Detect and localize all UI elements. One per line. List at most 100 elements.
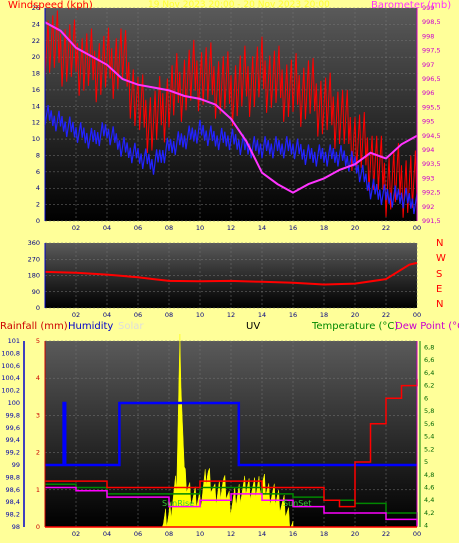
temperature-y-tick-label: 5,8	[424, 407, 434, 415]
rainfall-axis-title: Rainfall (mm)	[0, 321, 68, 332]
dewpoint-series-line	[45, 486, 418, 526]
x-tick-label: 08	[165, 224, 173, 232]
x-tick-label: 06	[134, 530, 142, 538]
x-tick-label: 04	[103, 311, 111, 319]
humidity-y-tick-label: 99,6	[6, 424, 20, 432]
x-tick-label: 14	[258, 311, 266, 319]
x-tick-label: 08	[165, 311, 173, 319]
temperature-y-tick-label: 6	[424, 394, 428, 402]
humidity-y-tick-label: 99,2	[6, 449, 20, 457]
compass-w: W	[436, 253, 446, 264]
wind-y-tick-label: 0	[36, 217, 40, 225]
x-tick-label: 02	[72, 311, 80, 319]
temperature-y-tick-label: 4,6	[424, 484, 434, 492]
solar-legend-label: Solar	[118, 321, 144, 332]
compass-n-bottom: N	[436, 299, 444, 310]
compass-s: S	[436, 269, 443, 280]
temperature-y-tick-label: 5	[424, 458, 428, 466]
wind-y-tick-label: 14	[32, 102, 40, 110]
chart-time-range-title: 19 Nov 2023 20:00 - 20 Nov 2023 20:00	[148, 0, 330, 10]
temperature-y-tick-label: 6,4	[424, 369, 434, 377]
x-tick-label: 00	[413, 530, 421, 538]
pressure-y-tick-label: 998,5	[422, 18, 441, 26]
dewpoint-axis-title: Dew Point (°C)	[395, 321, 459, 332]
direction-y-tick-label: 0	[36, 304, 40, 312]
pressure-y-tick-label: 994	[422, 146, 434, 154]
x-tick-label: 10	[196, 224, 204, 232]
rain-y-tick-label: 4	[36, 374, 40, 382]
humidity-y-tick-label: 98,2	[6, 511, 20, 519]
temperature-y-tick-label: 4,4	[424, 496, 434, 504]
x-tick-label: 20	[351, 530, 359, 538]
temperature-y-tick-label: 5,6	[424, 420, 434, 428]
x-tick-label: 00	[413, 311, 421, 319]
temperature-y-tick-label: 6,2	[424, 382, 434, 390]
humidity-y-tick-label: 99,4	[6, 436, 20, 444]
x-tick-label: 16	[289, 224, 297, 232]
sunrise-marker-label: SunRise	[162, 499, 195, 508]
humidity-y-tick-label: 99,8	[6, 411, 20, 419]
humidity-y-tick-label: 99	[12, 461, 20, 469]
pressure-y-tick-label: 992	[422, 203, 434, 211]
wind-y-tick-label: 18	[32, 70, 40, 78]
temperature-y-tick-label: 5,2	[424, 445, 434, 453]
x-tick-label: 22	[382, 530, 390, 538]
x-tick-label: 12	[227, 311, 235, 319]
x-tick-label: 22	[382, 224, 390, 232]
wind-y-tick-label: 2	[36, 201, 40, 209]
uv-legend-label: UV	[246, 321, 261, 332]
rain-y-tick-label: 1	[36, 486, 40, 494]
wind-y-tick-label: 8	[36, 151, 40, 159]
x-tick-label: 18	[320, 224, 328, 232]
pressure-y-tick-label: 999	[422, 4, 434, 12]
x-tick-label: 18	[320, 311, 328, 319]
x-tick-label: 02	[72, 530, 80, 538]
temperature-y-tick-label: 6,8	[424, 343, 434, 351]
temperature-series-line	[45, 379, 418, 508]
temperature-y-tick-label: 4	[424, 522, 428, 530]
humidity-series-line	[45, 401, 417, 467]
direction-y-tick-label: 180	[28, 272, 40, 280]
wind-y-tick-label: 10	[32, 135, 40, 143]
rain-y-tick-label: 5	[36, 337, 40, 345]
x-tick-label: 20	[351, 311, 359, 319]
humidity-y-tick-label: 100	[8, 399, 20, 407]
wind-direction-series-line	[44, 261, 418, 286]
pressure-y-tick-label: 995,5	[422, 103, 441, 111]
x-tick-label: 12	[227, 530, 235, 538]
x-tick-label: 06	[134, 224, 142, 232]
barometer-series-line	[44, 21, 418, 194]
wind-y-tick-label: 26	[32, 4, 40, 12]
humidity-y-tick-label: 98	[12, 523, 20, 531]
x-tick-label: 14	[258, 224, 266, 232]
wind-y-tick-label: 16	[32, 86, 40, 94]
x-tick-label: 10	[196, 311, 204, 319]
temperature-y-tick-label: 4,8	[424, 471, 434, 479]
pressure-y-tick-label: 991,5	[422, 217, 441, 225]
x-tick-label: 12	[227, 224, 235, 232]
wind-y-tick-label: 24	[32, 20, 40, 28]
rain-y-tick-label: 2	[36, 449, 40, 457]
solar-series-area	[161, 333, 294, 528]
pressure-y-tick-label: 993,5	[422, 160, 441, 168]
x-tick-label: 04	[103, 224, 111, 232]
direction-y-tick-label: 360	[28, 239, 40, 247]
wind-y-tick-label: 6	[36, 168, 40, 176]
wind-y-tick-label: 12	[32, 119, 40, 127]
wind-gust-series-line	[44, 10, 418, 218]
humidity-legend-label: Humidity	[68, 321, 114, 332]
sunset-marker-label: SunSet	[283, 499, 312, 508]
x-tick-label: 16	[289, 530, 297, 538]
temperature-axis-title: Temperature (°C)	[312, 321, 399, 332]
x-tick-label: 08	[165, 530, 173, 538]
pressure-y-tick-label: 994,5	[422, 132, 441, 140]
x-tick-label: 02	[72, 224, 80, 232]
wind-y-tick-label: 20	[32, 53, 40, 61]
x-tick-label: 18	[320, 530, 328, 538]
windspeed-axis-title: Windspeed (kph)	[8, 0, 93, 11]
humidity-y-tick-label: 100,8	[1, 349, 20, 357]
wind-y-tick-label: 22	[32, 37, 40, 45]
compass-n-top: N	[436, 238, 444, 249]
x-tick-label: 10	[196, 530, 204, 538]
